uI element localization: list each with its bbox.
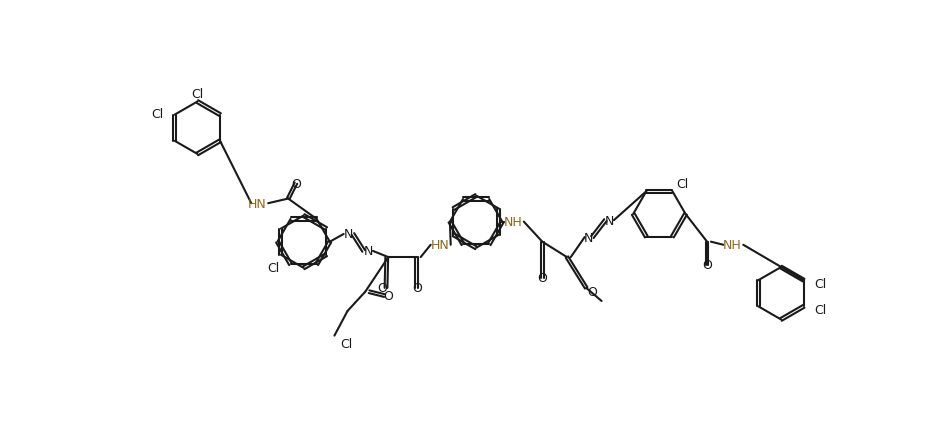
Text: HN: HN [248, 197, 267, 210]
Text: N: N [344, 228, 353, 241]
Text: Cl: Cl [341, 337, 353, 350]
Text: O: O [383, 289, 394, 302]
Text: NH: NH [723, 239, 742, 252]
Text: O: O [587, 286, 598, 298]
Text: NH: NH [504, 216, 522, 229]
Text: O: O [291, 177, 301, 190]
Text: N: N [604, 214, 614, 227]
Text: O: O [702, 259, 712, 272]
Text: Cl: Cl [267, 261, 279, 274]
Text: N: N [363, 245, 373, 258]
Text: O: O [537, 272, 548, 285]
Text: Cl: Cl [676, 178, 688, 190]
Text: Cl: Cl [151, 108, 163, 120]
Text: N: N [583, 231, 593, 244]
Text: HN: HN [430, 239, 449, 252]
Text: Cl: Cl [815, 277, 827, 290]
Text: O: O [378, 282, 387, 295]
Text: Cl: Cl [815, 303, 827, 316]
Text: O: O [412, 282, 422, 295]
Text: Cl: Cl [192, 88, 204, 101]
